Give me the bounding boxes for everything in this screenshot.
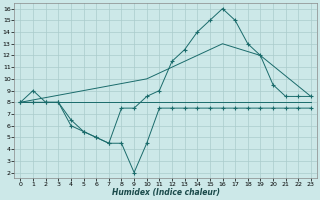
X-axis label: Humidex (Indice chaleur): Humidex (Indice chaleur) [112,188,220,197]
